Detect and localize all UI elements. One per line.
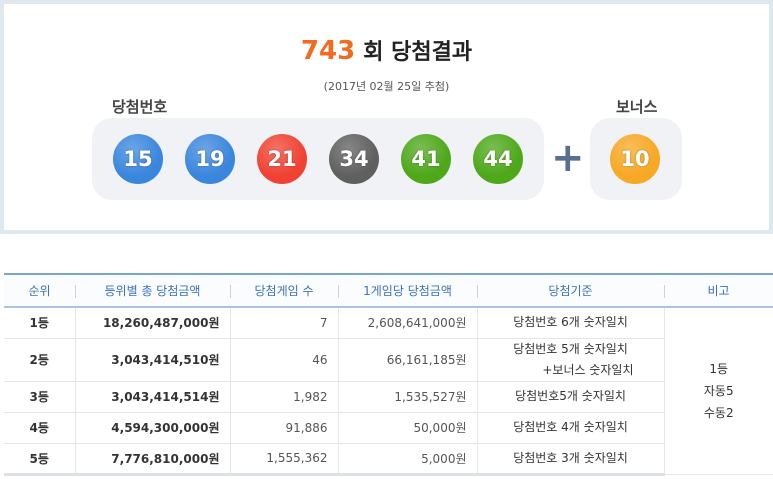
- criteria-text: 당첨번호5개 숫자일치: [515, 389, 626, 403]
- cell-total: 7,776,810,000원: [74, 443, 230, 476]
- criteria-text: 당첨번호 5개 숫자일치: [513, 341, 628, 356]
- cell-total: 18,260,487,000원: [74, 307, 230, 339]
- number-ball: 15: [113, 134, 163, 184]
- number-ball: 41: [401, 134, 451, 184]
- number-ball: 19: [185, 134, 235, 184]
- cell-rank: 4등: [4, 412, 75, 444]
- column-header: 순위: [4, 273, 75, 308]
- draw-date: (2017년 02월 25일 추첨): [323, 80, 450, 93]
- cell-per: 1,535,527원: [337, 381, 477, 413]
- cell-total: 3,043,414,514원: [74, 381, 230, 413]
- cell-count: 7: [229, 307, 338, 339]
- plus-icon: +: [551, 135, 585, 181]
- cell-rank: 5등: [4, 443, 75, 476]
- cell-total: 4,594,300,000원: [74, 412, 230, 444]
- table-row: 2등 3,043,414,510원 46 66,161,185원 당첨번호 5개 숫자일…: [4, 338, 773, 382]
- note-line: 자동5: [703, 383, 734, 398]
- column-header: 당첨기준: [477, 273, 664, 308]
- winning-numbers-label: 당첨번호: [112, 98, 168, 116]
- cell-per: 66,161,185원: [337, 338, 477, 382]
- cell-criteria: 당첨번호 4개 숫자일치: [476, 412, 664, 444]
- title-text: 회 당첨결과: [363, 40, 473, 65]
- column-header: 당첨게임 수: [230, 273, 338, 308]
- table-row: 3등 3,043,414,514원 1,982 1,535,527원 당첨번호5개 숫자…: [4, 381, 773, 413]
- bonus-label: 보너스: [616, 98, 658, 116]
- criteria-text: 당첨번호 4개 숫자일치: [513, 420, 628, 434]
- cell-per: 5,000원: [337, 443, 477, 476]
- cell-count: 91,886: [229, 412, 338, 444]
- table-row: 4등 4,594,300,000원 91,886 50,000원 당첨번호 4개 숫자일…: [4, 412, 773, 444]
- cell-total: 3,043,414,510원: [74, 338, 230, 382]
- draw-result-panel: 743 회 당첨결과 (2017년 02월 25일 추첨) 당첨번호 보너스 15…: [0, 0, 773, 234]
- cell-count: 1,555,362: [229, 443, 338, 476]
- cell-criteria: 당첨번호 5개 숫자일치 +보너스 숫자일치: [476, 338, 664, 382]
- column-header: 1게임당 당첨금액: [338, 273, 477, 308]
- number-ball: 21: [257, 134, 307, 184]
- table-row: 5등 7,776,810,000원 1,555,362 5,000원 당첨번호 3개 숫…: [4, 443, 773, 476]
- note-line: 수동2: [703, 405, 734, 420]
- table-row: 1등 18,260,487,000원 7 2,608,641,000원 당첨번호 6개 …: [4, 307, 773, 475]
- cell-per: 2,608,641,000원: [337, 307, 477, 339]
- bonus-ball: 10: [610, 134, 660, 184]
- cell-count: 1,982: [229, 381, 338, 413]
- cell-rank: 2등: [4, 338, 75, 382]
- criteria-text: 당첨번호 6개 숫자일치: [513, 315, 628, 330]
- cell-criteria: 당첨번호 3개 숫자일치: [476, 443, 664, 476]
- prize-table: 순위 등위별 총 당첨금액 당첨게임 수 1게임당 당첨금액 당첨기준 비고 1등 18,2…: [4, 273, 773, 476]
- cell-rank: 1등: [4, 307, 75, 339]
- criteria-text-2: +보너스 숫자일치: [542, 362, 634, 377]
- note-line: 1등: [709, 361, 729, 376]
- cell-criteria: 당첨번호5개 숫자일치: [476, 381, 664, 413]
- cell-per: 50,000원: [337, 412, 477, 444]
- bonus-number: 10: [590, 118, 682, 200]
- page-title: 743 회 당첨결과: [4, 34, 769, 66]
- number-ball: 44: [473, 134, 523, 184]
- column-header: 등위별 총 당첨금액: [75, 273, 230, 308]
- cell-rank: 3등: [4, 381, 75, 413]
- winning-numbers: 15 19 21 34 41 44: [92, 118, 544, 200]
- criteria-text: 당첨번호 3개 숫자일치: [513, 450, 628, 465]
- cell-criteria: 당첨번호 6개 숫자일치: [476, 307, 664, 339]
- number-ball: 34: [329, 134, 379, 184]
- cell-count: 46: [229, 338, 338, 382]
- round-number: 743: [300, 36, 356, 66]
- column-header: 비고: [664, 273, 773, 308]
